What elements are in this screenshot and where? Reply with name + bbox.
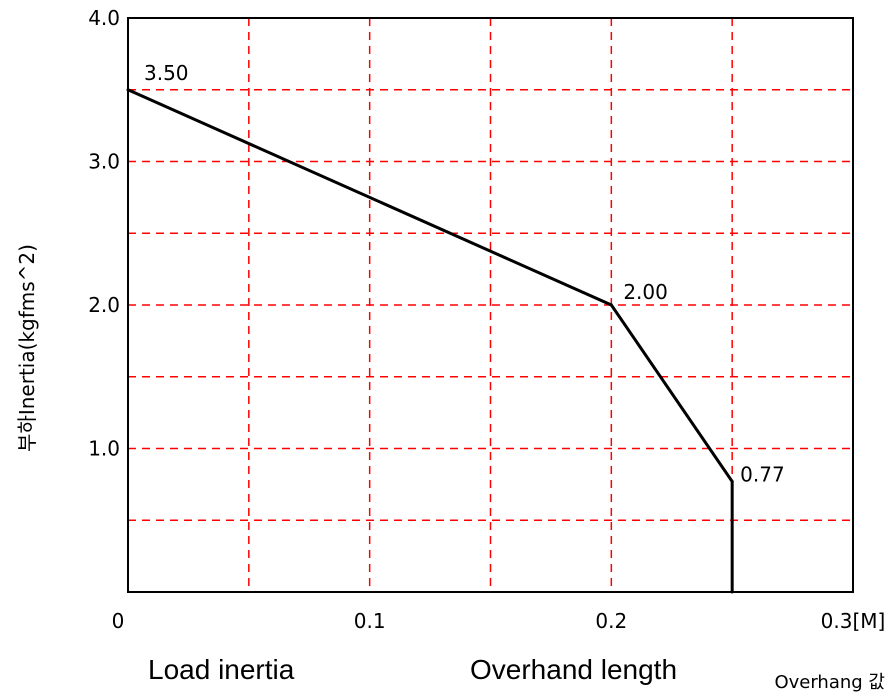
data-label: 2.00	[623, 280, 668, 304]
y-tick-label: 4.0	[88, 6, 120, 30]
grid	[128, 18, 853, 592]
series-layer	[126, 88, 734, 594]
y-tick-label: 3.0	[88, 150, 120, 174]
data-point	[730, 480, 734, 484]
caption-overhand-length: Overhand length	[470, 654, 678, 685]
data-point	[609, 303, 613, 307]
y-tick-label: 2.0	[88, 293, 120, 317]
x-tick-label: 0.3[M]	[821, 609, 886, 633]
data-point	[126, 88, 130, 92]
y-tick-label: 1.0	[88, 437, 120, 461]
plot-frame	[127, 17, 854, 593]
data-label: 0.77	[740, 463, 785, 487]
x-axis-label: Overhang 값	[774, 672, 885, 692]
data-labels: 3.50 2.00 0.77	[144, 61, 785, 487]
y-axis-label: 부하Inertia(kgfms^2)	[15, 244, 39, 452]
data-label: 3.50	[144, 61, 189, 85]
x-tick-label: 0.1	[354, 609, 386, 633]
x-tick-label: 0.2	[595, 609, 627, 633]
data-point	[730, 590, 734, 594]
series-line-0	[127, 88, 734, 592]
x-tick-label: 0	[112, 609, 125, 633]
caption-load-inertia: Load inertia	[148, 654, 295, 685]
tick-labels: 0 0.1 0.2 0.3[M] 1.0 2.0 3.0 4.0	[88, 6, 885, 633]
